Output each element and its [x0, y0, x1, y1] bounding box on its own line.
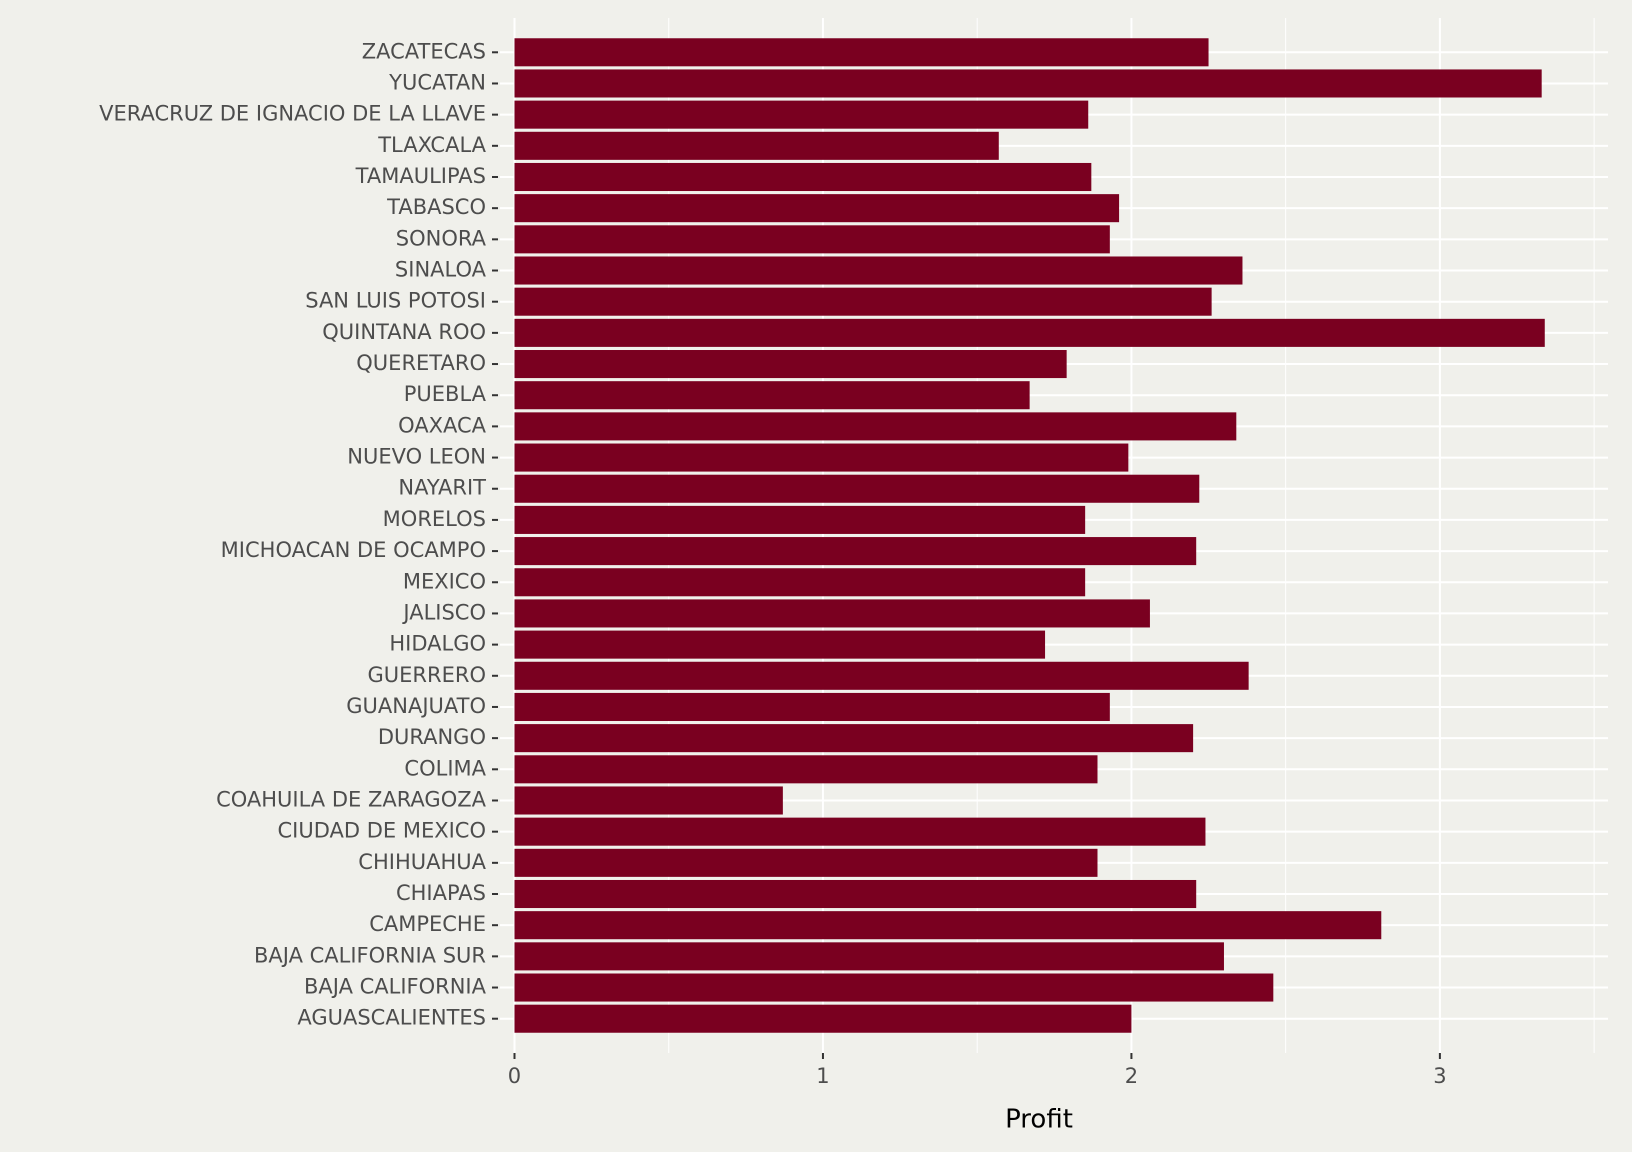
- x-axis-title: Profit: [1005, 1105, 1073, 1135]
- y-tick-label: TABASCO: [386, 195, 486, 219]
- bar: [514, 381, 1030, 410]
- bar: [514, 287, 1212, 316]
- bar: [514, 225, 1110, 254]
- bar: [514, 973, 1274, 1002]
- bar: [514, 443, 1129, 472]
- y-tick-label: COAHUILA DE ZARAGOZA: [216, 787, 487, 811]
- bar: [514, 537, 1197, 566]
- bar: [514, 942, 1224, 971]
- y-tick-label: CIUDAD DE MEXICO: [277, 819, 486, 843]
- bar: [514, 38, 1209, 67]
- y-tick-label: ZACATECAS: [362, 39, 486, 63]
- bar: [514, 131, 999, 160]
- bar: [514, 474, 1200, 503]
- bar: [514, 505, 1086, 534]
- y-tick-label: DURANGO: [378, 725, 486, 749]
- bar: [514, 848, 1098, 877]
- bar: [514, 630, 1046, 659]
- bar: [514, 879, 1197, 909]
- y-tick-label: MEXICO: [403, 569, 486, 593]
- bar: [514, 256, 1243, 285]
- y-tick-label: TAMAULIPAS: [355, 164, 486, 188]
- y-tick-label: PUEBLA: [404, 382, 487, 406]
- bar: [514, 568, 1086, 597]
- bar: [514, 661, 1249, 690]
- y-tick-label: SINALOA: [395, 258, 487, 282]
- bar: [514, 318, 1545, 347]
- y-tick-label: MORELOS: [383, 507, 486, 531]
- y-tick-label: NAYARIT: [398, 476, 486, 500]
- bar: [514, 911, 1382, 940]
- bar: [514, 412, 1237, 441]
- bar: [514, 1004, 1132, 1033]
- x-tick-label: 2: [1125, 1064, 1138, 1088]
- x-tick-label: 3: [1433, 1064, 1446, 1088]
- y-tick-label: VERACRUZ DE IGNACIO DE LA LLAVE: [99, 102, 486, 126]
- y-tick-label: SAN LUIS POTOSI: [305, 289, 486, 313]
- bar: [514, 786, 783, 815]
- y-tick-label: JALISCO: [401, 600, 486, 624]
- x-tick-label: 0: [508, 1064, 521, 1088]
- y-tick-label: OAXACA: [398, 413, 487, 437]
- y-tick-label: MICHOACAN DE OCAMPO: [221, 538, 486, 562]
- y-tick-label: AGUASCALIENTES: [297, 1006, 486, 1030]
- bar: [514, 724, 1194, 753]
- y-tick-label: CAMPECHE: [369, 912, 486, 936]
- bar: [514, 817, 1206, 846]
- y-tick-label: COLIMA: [404, 756, 486, 780]
- y-tick-label: QUINTANA ROO: [322, 320, 486, 344]
- bar: [514, 755, 1098, 784]
- x-tick-label: 1: [816, 1064, 829, 1088]
- y-tick-label: CHIHUAHUA: [358, 850, 486, 874]
- y-tick-label: GUERRERO: [368, 663, 486, 687]
- y-tick-label: CHIAPAS: [396, 881, 486, 905]
- y-tick-label: YUCATAN: [388, 70, 486, 94]
- bar: [514, 194, 1120, 223]
- y-tick-label: TLAXCALA: [377, 133, 486, 157]
- bar: [514, 162, 1092, 192]
- y-tick-label: QUERETARO: [356, 351, 486, 375]
- bar: [514, 692, 1110, 721]
- y-tick-label: BAJA CALIFORNIA SUR: [254, 943, 486, 967]
- bar: [514, 69, 1542, 98]
- y-tick-label: HIDALGO: [389, 632, 486, 656]
- y-tick-label: SONORA: [396, 226, 487, 250]
- y-tick-label: BAJA CALIFORNIA: [304, 975, 487, 999]
- y-tick-label: NUEVO LEON: [347, 445, 486, 469]
- bar: [514, 100, 1089, 129]
- y-tick-label: GUANAJUATO: [346, 694, 486, 718]
- bar: [514, 599, 1150, 628]
- bar: [514, 350, 1067, 379]
